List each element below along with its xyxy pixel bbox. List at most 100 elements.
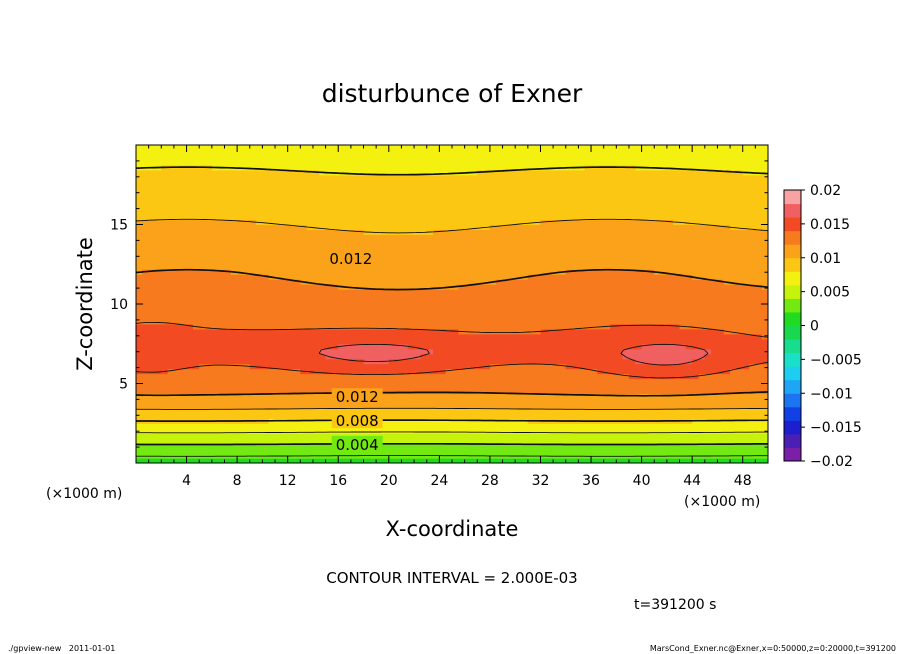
field-cell bbox=[306, 353, 314, 360]
field-cell bbox=[407, 194, 415, 201]
field-cell bbox=[477, 164, 485, 171]
field-cell bbox=[622, 214, 630, 221]
field-cell bbox=[268, 174, 276, 181]
field-cell bbox=[458, 204, 466, 211]
field-cell bbox=[192, 393, 200, 400]
field-cell bbox=[199, 398, 207, 404]
field-cell bbox=[275, 323, 282, 330]
field-cell bbox=[256, 164, 263, 171]
field-cell bbox=[312, 284, 320, 290]
field-cell bbox=[268, 239, 276, 245]
field-cell bbox=[199, 393, 207, 400]
field-cell bbox=[458, 209, 466, 216]
field-cell bbox=[186, 413, 194, 419]
field-cell bbox=[262, 259, 270, 265]
field-cell bbox=[249, 214, 257, 221]
field-cell bbox=[167, 249, 175, 255]
field-cell bbox=[218, 214, 226, 221]
field-cell bbox=[256, 244, 263, 250]
field-cell bbox=[540, 145, 548, 151]
field-cell bbox=[388, 214, 396, 221]
field-cell bbox=[540, 368, 548, 375]
field-cell bbox=[338, 269, 346, 275]
field-cell bbox=[173, 453, 181, 459]
field-cell bbox=[610, 214, 617, 221]
field-cell bbox=[559, 373, 567, 380]
field-cell bbox=[603, 328, 611, 335]
field-cell bbox=[275, 269, 282, 275]
field-cell bbox=[325, 299, 333, 305]
field-cell bbox=[597, 149, 605, 156]
field-cell bbox=[230, 259, 238, 265]
field-cell bbox=[584, 149, 592, 156]
field-cell bbox=[420, 154, 428, 161]
field-cell bbox=[186, 194, 194, 201]
field-cell bbox=[420, 304, 428, 310]
field-cell bbox=[610, 299, 617, 305]
field-cell bbox=[287, 244, 295, 250]
field-cell bbox=[199, 264, 207, 270]
field-cell bbox=[433, 378, 440, 385]
field-cell bbox=[211, 219, 219, 226]
field-cell bbox=[331, 194, 339, 201]
field-cell bbox=[508, 413, 516, 419]
field-cell bbox=[350, 174, 358, 181]
field-cell bbox=[534, 428, 542, 434]
field-cell bbox=[186, 234, 194, 241]
field-cell bbox=[350, 304, 358, 310]
field-cell bbox=[477, 254, 485, 260]
field-cell bbox=[319, 328, 327, 335]
field-cell bbox=[458, 219, 466, 226]
field-cell bbox=[553, 224, 561, 231]
field-cell bbox=[205, 194, 213, 201]
field-cell bbox=[540, 458, 548, 463]
field-cell bbox=[553, 149, 561, 156]
field-cell bbox=[154, 304, 162, 310]
field-cell bbox=[205, 408, 213, 414]
field-cell bbox=[407, 294, 415, 300]
field-cell bbox=[452, 443, 459, 449]
field-cell bbox=[199, 194, 207, 201]
field-cell bbox=[142, 304, 150, 310]
field-cell bbox=[395, 343, 403, 350]
field-cell bbox=[350, 214, 358, 221]
field-cell bbox=[319, 393, 327, 400]
field-cell bbox=[578, 184, 586, 191]
field-cell bbox=[243, 219, 251, 226]
field-cell bbox=[407, 433, 415, 439]
field-cell bbox=[508, 328, 516, 335]
field-cell bbox=[603, 433, 611, 439]
field-cell bbox=[603, 184, 611, 191]
field-cell bbox=[470, 254, 478, 260]
field-cell bbox=[553, 179, 561, 186]
field-cell bbox=[502, 234, 510, 241]
field-cell bbox=[622, 145, 630, 151]
field-cell bbox=[502, 204, 510, 211]
field-cell bbox=[591, 443, 598, 449]
field-cell bbox=[268, 219, 276, 226]
field-cell bbox=[268, 254, 276, 260]
field-cell bbox=[249, 145, 257, 151]
field-cell bbox=[584, 219, 592, 226]
field-cell bbox=[237, 313, 245, 320]
field-cell bbox=[433, 318, 440, 325]
field-cell bbox=[237, 279, 245, 285]
field-cell bbox=[167, 453, 175, 459]
field-cell bbox=[420, 333, 428, 340]
field-cell bbox=[243, 284, 251, 290]
field-cell bbox=[199, 274, 207, 280]
field-cell bbox=[275, 353, 282, 360]
field-cell bbox=[331, 403, 339, 409]
field-cell bbox=[363, 234, 371, 241]
field-cell bbox=[237, 408, 245, 414]
field-cell bbox=[205, 274, 213, 280]
field-cell bbox=[186, 373, 194, 380]
field-cell bbox=[275, 383, 282, 390]
field-cell bbox=[464, 353, 472, 360]
field-cell bbox=[420, 323, 428, 330]
field-cell bbox=[275, 164, 282, 171]
field-cell bbox=[420, 408, 428, 414]
field-cell bbox=[154, 279, 162, 285]
field-cell bbox=[136, 383, 143, 390]
field-cell bbox=[622, 388, 630, 395]
